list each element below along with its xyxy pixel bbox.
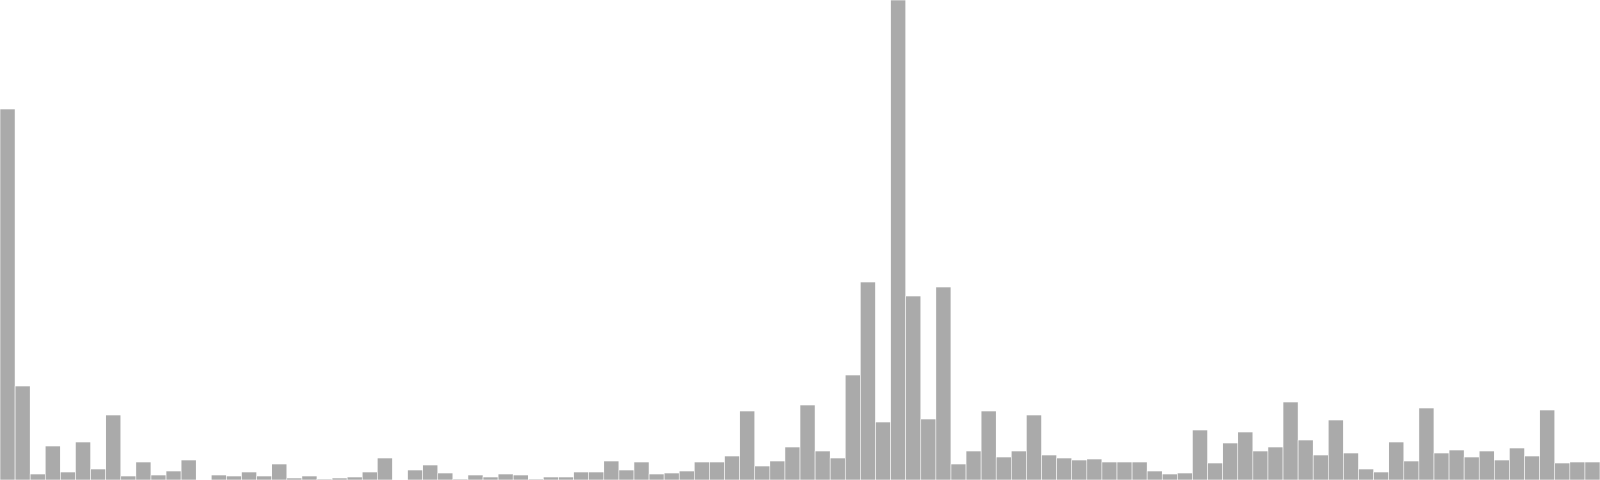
bar-25 <box>377 457 393 480</box>
bar-78 <box>1177 472 1193 480</box>
bar-56 <box>844 374 861 480</box>
bar-72 <box>1086 458 1103 480</box>
bar-63 <box>950 463 967 480</box>
bar-53 <box>799 404 816 480</box>
bar-46 <box>694 461 710 480</box>
bar-80 <box>1207 462 1223 480</box>
bar-93 <box>1403 460 1420 480</box>
bar-38 <box>573 471 589 480</box>
bar-58 <box>875 421 891 480</box>
bar-98 <box>1478 450 1495 480</box>
bar-104 <box>1569 461 1586 480</box>
bar-60 <box>905 295 922 480</box>
bar-50 <box>754 465 771 480</box>
bar-57 <box>860 281 876 480</box>
bar-95 <box>1433 452 1450 480</box>
bar-34 <box>512 474 529 480</box>
bar-62 <box>935 286 952 480</box>
bar-10 <box>150 474 167 480</box>
bar-86 <box>1297 439 1314 480</box>
bar-64 <box>965 450 982 480</box>
bar-39 <box>588 471 605 480</box>
bar-12 <box>180 459 197 480</box>
bar-20 <box>301 475 318 480</box>
bar-3 <box>44 445 61 480</box>
bar-7 <box>105 414 122 480</box>
bar-4 <box>60 471 76 480</box>
bar-27 <box>407 469 423 480</box>
bar-103 <box>1554 462 1571 480</box>
bar-66 <box>995 456 1012 480</box>
bar-29 <box>437 472 454 480</box>
bar-16 <box>241 471 257 480</box>
bar-82 <box>1237 431 1254 480</box>
bar-5 <box>75 441 91 480</box>
bar-85 <box>1282 401 1299 480</box>
bar-42 <box>633 461 650 480</box>
bar-99 <box>1494 459 1510 480</box>
bar-73 <box>1101 461 1118 480</box>
bar-44 <box>663 472 680 480</box>
bar-52 <box>784 446 801 480</box>
bar-90 <box>1358 468 1374 480</box>
bar-24 <box>361 471 378 480</box>
bar-102 <box>1539 409 1556 480</box>
bar-55 <box>829 457 846 480</box>
bar-43 <box>648 473 665 480</box>
bar-91 <box>1373 471 1389 480</box>
bar-74 <box>1116 461 1133 480</box>
bar-70 <box>1056 457 1072 480</box>
bar-77 <box>1161 473 1178 480</box>
bar-87 <box>1312 454 1329 480</box>
bar-92 <box>1388 441 1405 480</box>
bar-67 <box>1011 450 1027 480</box>
bar-101 <box>1524 455 1540 480</box>
bar-79 <box>1192 429 1208 480</box>
bar-17 <box>256 475 272 480</box>
bar-15 <box>226 475 242 480</box>
bar-31 <box>467 474 484 480</box>
bar-61 <box>920 418 937 480</box>
bar-94 <box>1418 407 1435 480</box>
bar-11 <box>165 470 182 480</box>
bar-81 <box>1222 442 1239 480</box>
bar-97 <box>1463 456 1480 480</box>
bar-47 <box>709 461 725 480</box>
bar-6 <box>90 468 106 480</box>
bar-0 <box>0 108 16 480</box>
bar-75 <box>1131 461 1148 480</box>
bar-14 <box>211 474 227 480</box>
bar-51 <box>769 460 786 480</box>
bar-89 <box>1343 452 1359 480</box>
bar-59 <box>890 0 906 480</box>
bar-83 <box>1252 450 1269 480</box>
bar-96 <box>1448 449 1465 480</box>
bar-100 <box>1509 447 1525 480</box>
bar-41 <box>618 469 635 480</box>
bar-88 <box>1328 419 1344 480</box>
bar-8 <box>120 475 137 480</box>
bar-68 <box>1026 414 1042 480</box>
bar-105 <box>1584 461 1600 480</box>
bar-1 <box>14 385 31 480</box>
bar-45 <box>678 470 695 480</box>
bar-28 <box>422 464 439 480</box>
bar-40 <box>603 460 620 480</box>
bar-84 <box>1267 446 1284 480</box>
bar-65 <box>980 410 997 480</box>
bar-49 <box>739 410 756 480</box>
bar-33 <box>497 473 514 480</box>
bar-71 <box>1071 459 1088 480</box>
bar-9 <box>135 461 152 480</box>
bar-76 <box>1146 470 1163 480</box>
bar-2 <box>29 473 46 480</box>
bar-69 <box>1041 454 1057 480</box>
bar-54 <box>814 450 831 480</box>
bar-48 <box>724 455 740 480</box>
bar-18 <box>271 463 288 480</box>
